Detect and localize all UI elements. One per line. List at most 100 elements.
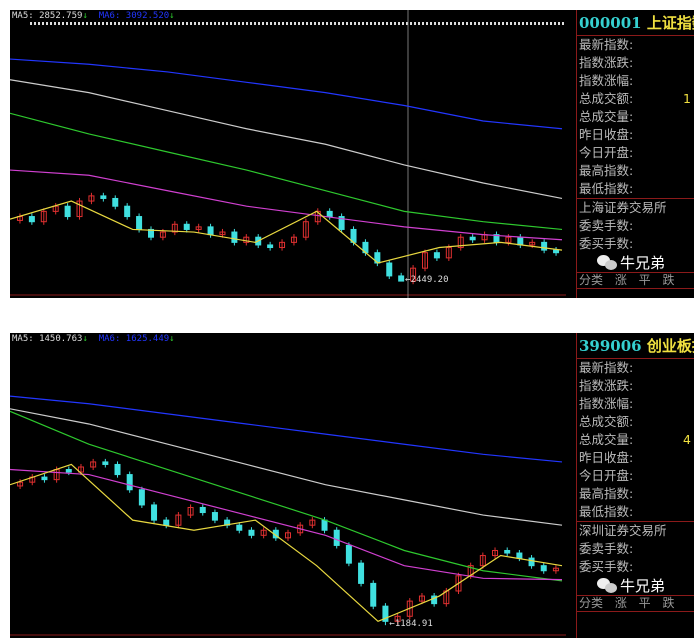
marker-dot xyxy=(66,22,68,25)
marker-dot xyxy=(370,22,372,25)
candle-body xyxy=(516,552,523,559)
ma-header: MA5: 2852.759↓, MA6: 3092.520↓ xyxy=(12,11,175,21)
marker-dot xyxy=(410,22,412,25)
candle-body xyxy=(267,244,274,249)
candle-body xyxy=(492,549,499,557)
ma-yellow-line xyxy=(10,200,563,264)
marker-dot xyxy=(238,22,240,25)
candle-body xyxy=(17,481,24,487)
marker-dot xyxy=(374,22,376,25)
marker-dot xyxy=(178,22,180,25)
marker-dot xyxy=(554,22,556,25)
marker-dot xyxy=(362,22,364,25)
candle-body xyxy=(207,226,214,236)
ma-white-line xyxy=(10,408,563,526)
marker-dot xyxy=(550,22,552,25)
candle-body xyxy=(64,205,71,218)
low-price-label: ←1184.91 xyxy=(389,619,433,630)
marker-dot xyxy=(234,22,236,25)
candle-body xyxy=(163,519,170,526)
index-chart-panel-sh: MA5: 2852.759↓, MA6: 3092.520↓ 000001 上证… xyxy=(10,10,694,298)
marker-dot xyxy=(42,22,44,25)
candle-body xyxy=(231,231,238,243)
candle-body xyxy=(77,466,84,473)
marker-dot xyxy=(498,22,500,25)
candle-body xyxy=(433,252,440,259)
marker-dot xyxy=(354,22,356,25)
ma-green-line xyxy=(10,410,563,582)
marker-dot xyxy=(110,22,112,25)
marker-dot xyxy=(426,22,428,25)
quote-sidebar: 000001 上证指数 最新指数: 指数涨跌: 指数涨幅: 总成交额:1 总成交量: 昨日… xyxy=(576,10,694,298)
candle-body xyxy=(183,223,190,230)
marker-dot xyxy=(446,22,448,25)
candle-body xyxy=(124,205,131,218)
candle-body xyxy=(151,504,158,521)
exchange-label: 深圳证券交易所 xyxy=(577,521,694,540)
marker-dot xyxy=(450,22,452,25)
quote-field: 昨日收盘: xyxy=(579,127,634,142)
quote-field: 最高指数: xyxy=(579,163,634,178)
candle-body xyxy=(314,210,321,223)
marker-dot xyxy=(142,22,144,25)
marker-dot xyxy=(418,22,420,25)
marker-dot xyxy=(186,22,188,25)
table-header: 分类 涨 平 跌 xyxy=(577,595,694,612)
marker-dot xyxy=(470,22,472,25)
candle-body xyxy=(28,216,35,223)
candle-body xyxy=(455,575,462,592)
candlestick-chart[interactable] xyxy=(10,10,566,298)
wechat-icon xyxy=(597,255,617,270)
marker-dot xyxy=(322,22,324,25)
exchange-label: 上海证券交易所 xyxy=(577,198,694,217)
candle-body xyxy=(236,524,243,531)
marker-dot xyxy=(558,22,560,25)
marker-dot xyxy=(242,22,244,25)
candle-body xyxy=(445,247,452,259)
quote-field: 指数涨幅: xyxy=(579,396,634,411)
marker-dot xyxy=(482,22,484,25)
quote-field: 最新指数: xyxy=(579,37,634,52)
candle-body xyxy=(382,605,389,622)
candle-body xyxy=(199,506,206,514)
marker-dot xyxy=(210,22,212,25)
candle-body xyxy=(114,463,121,476)
candle-body xyxy=(41,476,48,481)
marker-dot xyxy=(38,22,40,25)
ma-yellow-line xyxy=(10,463,563,623)
marker-dot xyxy=(122,22,124,25)
index-title: 399006 创业板指 xyxy=(577,333,694,359)
marker-dot xyxy=(190,22,192,25)
marker-dot xyxy=(226,22,228,25)
marker-dot xyxy=(542,22,544,25)
quote-field: 今日开盘: xyxy=(579,145,634,160)
quote-field: 昨日收盘: xyxy=(579,450,634,465)
marker-dot xyxy=(258,22,260,25)
marker-dot xyxy=(330,22,332,25)
ma-green-line xyxy=(10,112,563,231)
candle-body xyxy=(138,489,145,506)
candle-body xyxy=(136,216,143,230)
order-field: 委买手数: xyxy=(579,236,634,251)
marker-dot xyxy=(534,22,536,25)
marker-dot xyxy=(562,22,564,25)
marker-dot xyxy=(146,22,148,25)
marker-dot xyxy=(162,22,164,25)
candlestick-chart[interactable] xyxy=(10,333,566,638)
marker-dot xyxy=(510,22,512,25)
marker-dot xyxy=(262,22,264,25)
quote-field: 最低指数: xyxy=(579,504,634,519)
marker-dot xyxy=(350,22,352,25)
marker-dot xyxy=(134,22,136,25)
candle-body xyxy=(211,512,218,521)
marker-dot xyxy=(306,22,308,25)
candle-body xyxy=(90,461,97,468)
candle-body xyxy=(333,529,340,546)
marker-dot xyxy=(430,22,432,25)
marker-dot xyxy=(106,22,108,25)
candle-body xyxy=(243,236,250,243)
marker-dot xyxy=(398,22,400,25)
quote-field: 最高指数: xyxy=(579,486,634,501)
marker-dot xyxy=(474,22,476,25)
candle-body xyxy=(418,595,425,602)
